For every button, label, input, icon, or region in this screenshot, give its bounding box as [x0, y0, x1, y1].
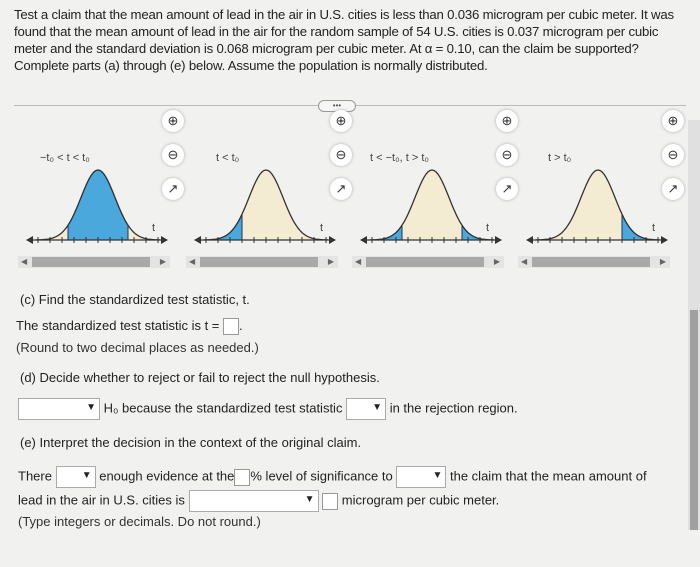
- zoom-in-icon[interactable]: ⊕: [162, 110, 184, 132]
- graph-scrollbar[interactable]: ◀ ▶: [352, 256, 504, 268]
- distribution-curve: [36, 169, 160, 241]
- graph-scrollbar[interactable]: ◀ ▶: [18, 256, 170, 268]
- dropdown-arrow-icon: ▼: [81, 470, 92, 481]
- scrollbar-thumb[interactable]: [690, 310, 698, 530]
- zoom-out-icon[interactable]: ⊖: [496, 144, 518, 166]
- dropdown-arrow-icon: ▼: [86, 402, 96, 413]
- graph-option-3[interactable]: t < −t₀, t > t₀ t ◀ ▶ ⊕ ⊖ ↗: [352, 110, 522, 280]
- support-dropdown[interactable]: ▼: [396, 466, 447, 488]
- question-text: Test a claim that the mean amount of lea…: [14, 7, 674, 73]
- dropdown-arrow-icon: ▼: [304, 494, 315, 505]
- zoom-in-icon[interactable]: ⊕: [662, 110, 684, 132]
- claim-text: the claim that the mean amount of: [450, 468, 647, 484]
- distribution-curve: [204, 169, 328, 241]
- is-isnot-dropdown[interactable]: ▼: [55, 466, 96, 488]
- axis-arrow-left: [26, 236, 33, 244]
- shaded-region: [67, 169, 129, 241]
- dropdown-arrow-icon: ▼: [432, 470, 443, 481]
- unit-text: microgram per cubic meter.: [341, 492, 500, 508]
- scrollbar-thumb[interactable]: [532, 257, 650, 267]
- decision-dropdown[interactable]: ▼: [18, 398, 100, 420]
- axis-label: t: [152, 222, 156, 234]
- axis-arrow-right: [495, 236, 502, 244]
- scroll-left-icon[interactable]: ◀: [189, 257, 196, 266]
- graph-option-4[interactable]: t > t₀ t ◀ ▶ ⊕ ⊖ ↗: [518, 110, 688, 280]
- zoom-out-icon[interactable]: ⊖: [662, 144, 684, 166]
- scrollbar-thumb[interactable]: [32, 257, 150, 267]
- axis-arrow-left: [360, 236, 367, 244]
- vertical-scrollbar[interactable]: [688, 120, 700, 530]
- shaded-region: [215, 213, 243, 241]
- scroll-left-icon[interactable]: ◀: [21, 257, 28, 266]
- shaded-region: [621, 213, 649, 241]
- curve-fill: [374, 170, 490, 240]
- graph-scrollbar[interactable]: ◀ ▶: [186, 256, 338, 268]
- axis-label: t: [320, 222, 324, 234]
- because-text: because the standardized test statistic: [122, 400, 343, 416]
- graph-option-1[interactable]: −t₀ < t < t₀ t ◀ ▶ ⊕ ⊖ ↗: [18, 110, 188, 280]
- scrollbar-thumb[interactable]: [366, 257, 484, 267]
- h0-label: H₀: [103, 400, 119, 416]
- popout-icon[interactable]: ↗: [496, 178, 518, 200]
- curve-fill: [540, 170, 656, 240]
- scrollbar-thumb[interactable]: [200, 257, 318, 267]
- zoom-in-icon[interactable]: ⊕: [330, 110, 352, 132]
- comparison-dropdown[interactable]: ▼: [188, 490, 319, 512]
- popout-icon[interactable]: ↗: [330, 178, 352, 200]
- zoom-out-icon[interactable]: ⊖: [162, 144, 184, 166]
- zoom-in-icon[interactable]: ⊕: [496, 110, 518, 132]
- axis-arrow-right: [161, 236, 168, 244]
- curve-fill: [208, 170, 324, 240]
- evidence-text: enough evidence at the: [99, 468, 235, 484]
- scroll-right-icon[interactable]: ▶: [159, 257, 166, 266]
- type-note: (Type integers or decimals. Do not round…: [18, 514, 261, 529]
- popout-icon[interactable]: ↗: [662, 178, 684, 200]
- axis-arrow-right: [661, 236, 668, 244]
- axis-label: t: [486, 222, 490, 234]
- graph-scrollbar[interactable]: ◀ ▶: [518, 256, 670, 268]
- scroll-left-icon[interactable]: ◀: [355, 257, 362, 266]
- popout-icon[interactable]: ↗: [162, 178, 184, 200]
- graph-label: t < −t₀, t > t₀: [370, 152, 429, 164]
- scroll-left-icon[interactable]: ◀: [521, 257, 528, 266]
- part-d-heading: (d) Decide whether to reject or fail to …: [20, 370, 380, 385]
- axis-arrow-right: [329, 236, 336, 244]
- graph-label: t > t₀: [548, 152, 572, 164]
- axis-label: t: [652, 222, 656, 234]
- more-button[interactable]: •••: [318, 100, 356, 112]
- distribution-curve: [536, 169, 660, 241]
- graph-label: t < t₀: [216, 152, 240, 164]
- scroll-right-icon[interactable]: ▶: [493, 257, 500, 266]
- period: .: [239, 318, 243, 333]
- scroll-right-icon[interactable]: ▶: [327, 257, 334, 266]
- rounding-note: (Round to two decimal places as needed.): [16, 340, 259, 355]
- axis-arrow-left: [194, 236, 201, 244]
- part-e-heading: (e) Interpret the decision in the contex…: [20, 435, 362, 450]
- claim-value-input[interactable]: [322, 492, 339, 510]
- graph-label: −t₀ < t < t₀: [40, 152, 90, 164]
- rejection-region-text: in the rejection region.: [389, 400, 518, 416]
- t-stat-input[interactable]: [223, 318, 240, 336]
- significance-input[interactable]: [234, 468, 251, 486]
- is-in-dropdown[interactable]: ▼: [346, 398, 387, 420]
- axis-arrow-left: [526, 236, 533, 244]
- t-stat-label: The standardized test statistic is t =: [16, 318, 220, 333]
- zoom-out-icon[interactable]: ⊖: [330, 144, 352, 166]
- lead-text: lead in the air in U.S. cities is: [18, 492, 185, 508]
- part-c-heading: (c) Find the standardized test statistic…: [20, 292, 250, 307]
- there-text: There: [18, 468, 52, 484]
- dropdown-arrow-icon: ▼: [372, 402, 383, 413]
- graph-option-2[interactable]: t < t₀ t ◀ ▶ ⊕ ⊖ ↗: [186, 110, 356, 280]
- distribution-curve: [370, 169, 494, 241]
- scroll-right-icon[interactable]: ▶: [659, 257, 666, 266]
- significance-text: % level of significance to: [250, 468, 393, 484]
